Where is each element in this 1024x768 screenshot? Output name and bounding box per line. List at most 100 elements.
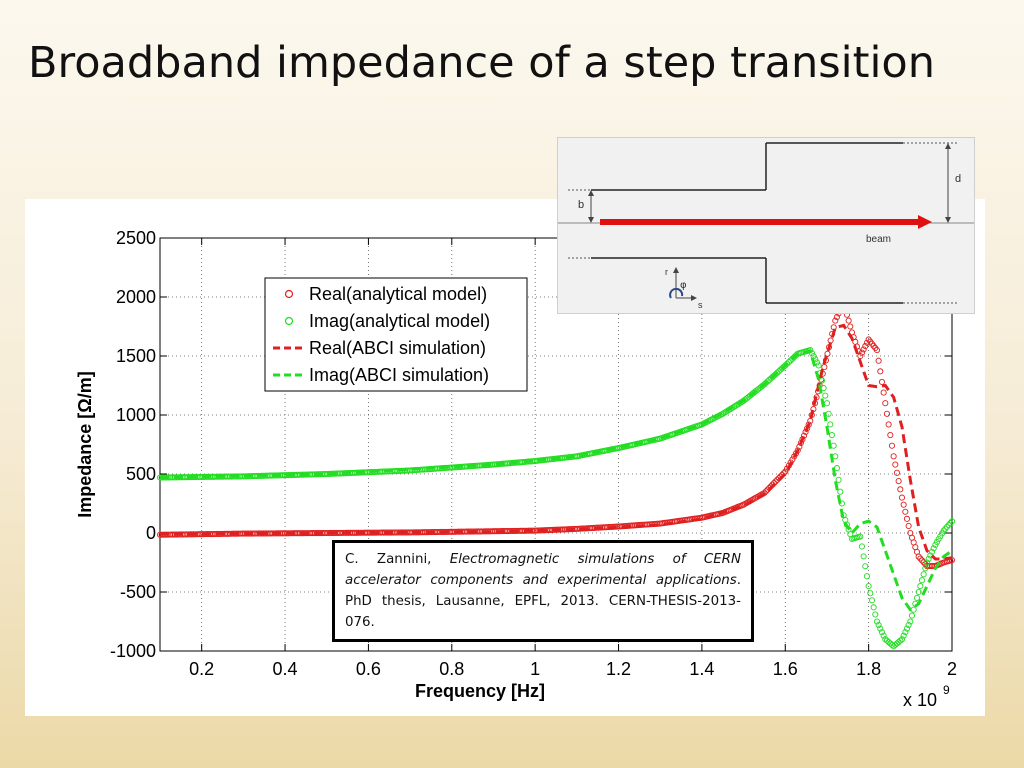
data-point	[858, 349, 866, 356]
legend-label: Real(analytical model)	[309, 284, 487, 304]
y-tick-label: 2500	[116, 228, 156, 248]
data-point	[948, 557, 956, 564]
data-point	[828, 432, 835, 439]
data-point	[867, 590, 874, 597]
x-tick-label: 1	[530, 659, 540, 679]
data-point	[830, 442, 837, 449]
citation-box: C. Zannini, Electromagnetic simulations …	[332, 540, 754, 642]
x-tick-label: 1.8	[856, 659, 881, 679]
label-r: r	[665, 267, 668, 277]
data-point	[920, 571, 927, 578]
data-point	[772, 478, 779, 485]
data-point	[910, 606, 917, 613]
data-point	[878, 629, 886, 636]
data-point	[942, 525, 949, 532]
data-point	[880, 389, 887, 396]
data-point	[875, 621, 882, 629]
data-point	[827, 421, 834, 428]
y-axis-label: Impedance [Ω/m]	[75, 371, 95, 517]
legend-label: Imag(ABCI simulation)	[309, 365, 489, 385]
data-point	[890, 453, 897, 460]
data-point	[780, 363, 787, 370]
x-tick-label: 1.6	[773, 659, 798, 679]
data-point	[868, 597, 876, 604]
data-point	[898, 636, 906, 643]
data-point	[823, 400, 830, 407]
data-point	[789, 355, 796, 362]
data-point	[913, 594, 921, 601]
data-point	[918, 557, 926, 564]
x-tick-label: 0.2	[189, 659, 214, 679]
data-point	[734, 401, 741, 408]
label-d: d	[955, 173, 961, 185]
data-point	[847, 323, 854, 330]
x-tick-label: 1.4	[689, 659, 714, 679]
data-point	[900, 501, 907, 508]
data-point	[873, 618, 881, 625]
data-point	[903, 625, 911, 632]
data-point	[878, 378, 886, 386]
data-point	[885, 421, 892, 428]
data-point	[791, 353, 798, 361]
x-tick-label: 0.4	[273, 659, 298, 679]
data-point	[918, 577, 926, 584]
y-tick-label: -1000	[110, 641, 156, 661]
data-point	[898, 494, 906, 501]
data-point	[832, 453, 839, 460]
data-point	[732, 402, 739, 409]
data-point	[915, 588, 922, 596]
data-point	[902, 629, 909, 636]
data-point	[762, 488, 770, 495]
y-tick-label: 500	[126, 464, 156, 484]
data-point	[902, 508, 909, 515]
label-b: b	[578, 199, 584, 211]
data-point	[915, 553, 922, 560]
x-multiplier-label: x 10	[903, 690, 937, 710]
citation-details: . PhD thesis, Lausanne, EPFL, 2013. CERN…	[345, 573, 741, 630]
data-point	[782, 362, 789, 369]
data-point	[917, 555, 924, 562]
legend-label: Imag(analytical model)	[309, 311, 490, 331]
data-point	[945, 521, 952, 529]
data-point	[908, 612, 916, 619]
data-point	[897, 637, 904, 644]
data-point	[943, 523, 951, 530]
data-point	[822, 392, 829, 399]
data-point	[920, 559, 927, 566]
label-s: s	[698, 300, 703, 310]
y-tick-label: 0	[146, 523, 156, 543]
x-tick-label: 0.6	[356, 659, 381, 679]
data-point	[862, 343, 869, 350]
data-point	[785, 359, 792, 366]
data-point	[721, 409, 728, 416]
data-point	[865, 583, 872, 590]
citation-work-title: Electromagnetic simulations of CERN acce…	[345, 552, 741, 588]
data-point	[860, 553, 867, 560]
data-point	[818, 377, 825, 384]
data-point	[875, 357, 882, 364]
data-point	[835, 476, 842, 483]
x-tick-label: 1.2	[606, 659, 631, 679]
y-tick-label: 2000	[116, 287, 156, 307]
x-multiplier-exponent: 9	[943, 683, 950, 697]
series-imag-analytical-model	[156, 347, 956, 650]
legend-label: Real(ABCI simulation)	[309, 338, 486, 358]
step-transition-diagram: b d beam r φ s	[557, 137, 975, 314]
data-point	[787, 357, 794, 364]
data-point	[888, 442, 896, 449]
data-point	[783, 360, 791, 367]
label-beam: beam	[866, 234, 891, 245]
data-point	[815, 362, 822, 369]
data-point	[862, 563, 869, 570]
data-point	[845, 317, 852, 324]
data-point	[897, 486, 904, 493]
legend-box	[264, 277, 528, 392]
data-point	[872, 611, 879, 618]
data-point	[922, 565, 929, 572]
data-point	[877, 625, 884, 632]
data-point	[893, 469, 901, 476]
data-point	[883, 410, 891, 417]
series-line-real-abci-simulation	[159, 323, 953, 561]
data-point	[903, 515, 911, 522]
coord-phi-arc	[669, 287, 684, 299]
